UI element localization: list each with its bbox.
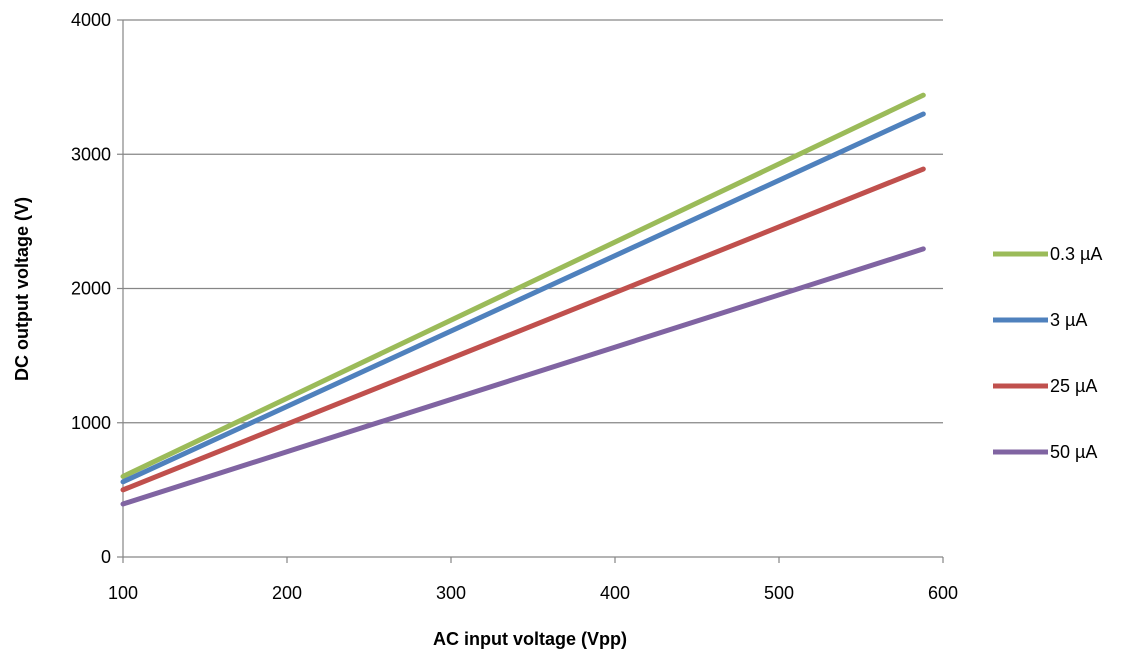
y-tick-label: 3000 [71, 144, 111, 164]
series-line-2 [120, 166, 926, 493]
tick-labels: 0 1000 2000 3000 4000 100 200 300 400 500 600 [71, 10, 958, 603]
legend: 0.3 µA 3 µA 25 µA 50 µA [993, 244, 1102, 462]
x-tick-label: 200 [272, 583, 302, 603]
y-tick-label: 4000 [71, 10, 111, 30]
series-line-3 [120, 246, 926, 507]
x-tick-label: 600 [928, 583, 958, 603]
y-tick-label: 0 [101, 547, 111, 567]
x-tick-label: 500 [764, 583, 794, 603]
y-axis-title: DC output voltage (V) [12, 197, 32, 381]
x-axis-title: AC input voltage (Vpp) [433, 629, 627, 649]
legend-label: 25 µA [1050, 376, 1097, 396]
series-line-0 [120, 92, 926, 479]
legend-label: 0.3 µA [1050, 244, 1102, 264]
y-tick-label: 1000 [71, 413, 111, 433]
x-tick-label: 300 [436, 583, 466, 603]
series-lines [120, 92, 926, 507]
x-tick-label: 400 [600, 583, 630, 603]
y-tick-label: 2000 [71, 279, 111, 299]
series-line-1 [120, 111, 926, 485]
axes [117, 19, 944, 563]
legend-label: 50 µA [1050, 442, 1097, 462]
gridlines [123, 19, 943, 424]
x-tick-label: 100 [108, 583, 138, 603]
legend-label: 3 µA [1050, 310, 1087, 330]
